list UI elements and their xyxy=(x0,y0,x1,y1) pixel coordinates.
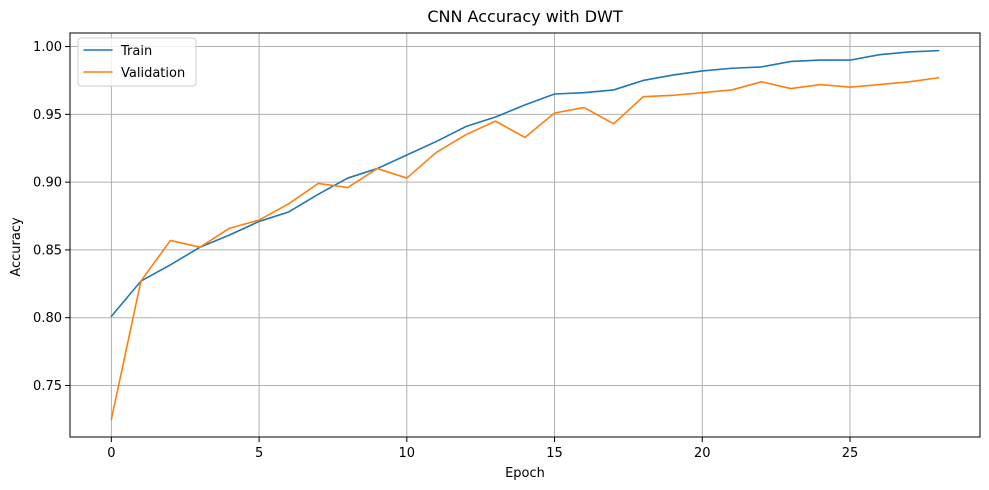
series-line-validation xyxy=(110,76,940,421)
x-tick-label: 10 xyxy=(399,446,416,461)
legend: Train Validation xyxy=(77,37,197,87)
legend-label-validation: Validation xyxy=(121,66,185,81)
grid xyxy=(70,33,980,437)
y-axis-ticks: 0.75 0.80 0.85 0.90 0.95 1.00 xyxy=(33,40,70,394)
x-axis-label: Epoch xyxy=(505,466,545,481)
y-axis-label: Accuracy xyxy=(9,217,24,277)
x-axis-ticks: 0 5 10 15 20 25 xyxy=(107,437,858,461)
y-tick-label: 1.00 xyxy=(33,40,62,55)
y-tick-label: 0.95 xyxy=(33,108,62,123)
legend-label-train: Train xyxy=(120,44,152,59)
y-tick-label: 0.80 xyxy=(33,311,62,326)
x-tick-label: 20 xyxy=(694,446,711,461)
x-tick-label: 5 xyxy=(255,446,263,461)
series-line-train xyxy=(110,49,940,318)
y-tick-label: 0.85 xyxy=(33,243,62,258)
chart-title: CNN Accuracy with DWT xyxy=(427,7,623,26)
x-tick-label: 25 xyxy=(842,446,859,461)
x-tick-label: 15 xyxy=(546,446,563,461)
series-lines xyxy=(110,49,940,421)
plot-frame xyxy=(69,32,981,438)
y-tick-label: 0.75 xyxy=(33,379,62,394)
x-tick-label: 0 xyxy=(107,446,115,461)
y-tick-label: 0.90 xyxy=(33,176,62,191)
